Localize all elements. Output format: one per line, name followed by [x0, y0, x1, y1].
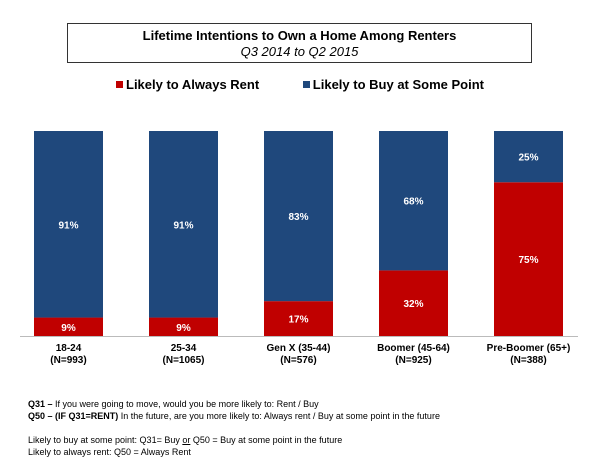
- data-label: 32%: [403, 299, 423, 310]
- category-label: Boomer (45-64): [377, 343, 450, 354]
- bar-buy: [379, 131, 448, 271]
- category-label: Gen X (35-44): [267, 343, 331, 354]
- bar-rent: [264, 301, 333, 336]
- legend: Likely to Always Rent Likely to Buy at S…: [0, 77, 600, 92]
- data-label: 17%: [288, 315, 308, 326]
- bar-buy: [34, 131, 103, 318]
- note-q50: Q50 – (IF Q31=RENT) In the future, are y…: [28, 410, 440, 422]
- note-text: In the future, are you more likely to: A…: [118, 411, 440, 421]
- legend-item-buy: Likely to Buy at Some Point: [302, 77, 484, 92]
- data-label: 25%: [518, 153, 538, 164]
- chart-title: Lifetime Intentions to Own a Home Among …: [142, 28, 457, 43]
- category-n-label: (N=993): [50, 355, 86, 366]
- bar-buy: [494, 131, 563, 183]
- data-label: 9%: [176, 323, 191, 334]
- data-label: 75%: [518, 255, 538, 266]
- note-q31: Q31 – If you were going to move, would y…: [28, 398, 440, 410]
- data-label: 83%: [288, 212, 308, 223]
- note-text: If you were going to move, would you be …: [52, 399, 319, 409]
- legend-label: Likely to Always Rent: [126, 77, 260, 92]
- chart-subtitle: Q3 2014 to Q2 2015: [240, 44, 359, 59]
- data-label: 91%: [173, 220, 193, 231]
- category-n-label: (N=1065): [163, 355, 205, 366]
- category-n-label: (N=576): [280, 355, 316, 366]
- data-label: 68%: [403, 197, 423, 208]
- category-label: 25-34: [171, 343, 197, 354]
- category-label: Pre-Boomer (65+): [487, 343, 571, 354]
- bar-rent: [379, 270, 448, 336]
- category-n-label: (N=388): [510, 355, 546, 366]
- bar-buy: [149, 131, 218, 318]
- footnotes: Q31 – If you were going to move, would y…: [28, 398, 440, 458]
- note-def-rent: Likely to always rent: Q50 = Always Rent: [28, 447, 191, 457]
- note-text: or: [182, 435, 191, 445]
- note-label: Q31 –: [28, 399, 53, 409]
- category-label: 18-24: [56, 343, 82, 354]
- legend-label: Likely to Buy at Some Point: [312, 77, 484, 92]
- bar-buy: [264, 131, 333, 302]
- bar-chart: 9% 91% 18-24(N=993) 9% 91% 25-34(N=1065) 17% 83…: [20, 131, 578, 366]
- legend-swatch-rent: [116, 81, 123, 88]
- bar-rent: [494, 182, 563, 336]
- note-text: Likely to buy at some point: Q31= Buy: [28, 435, 183, 445]
- note-label: Q50 – (IF Q31=RENT): [28, 411, 119, 421]
- category-n-label: (N=925): [395, 355, 431, 366]
- bar-rent: [149, 317, 218, 336]
- data-label: 91%: [58, 220, 78, 231]
- legend-item-rent: Likely to Always Rent: [116, 77, 259, 92]
- data-label: 9%: [61, 323, 76, 334]
- legend-swatch-buy: [302, 81, 310, 88]
- bar-rent: [34, 317, 103, 336]
- note-def-buy: Likely to buy at some point: Q31= Buy or…: [28, 434, 440, 446]
- chart-title-box: Lifetime Intentions to Own a Home Among …: [67, 23, 532, 63]
- note-text: Q50 = Buy at some point in the future: [190, 435, 343, 445]
